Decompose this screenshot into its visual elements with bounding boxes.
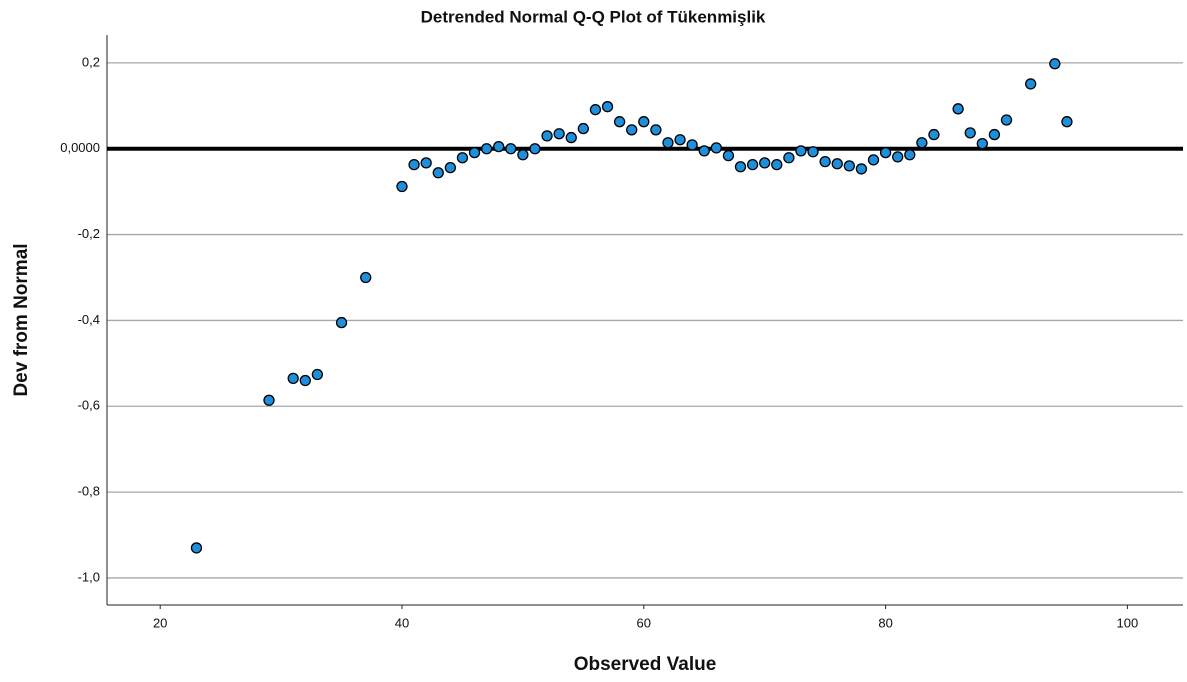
point (1000, 114, 1013, 126)
point (335, 316, 348, 329)
point (456, 152, 469, 164)
point (988, 128, 1001, 141)
point (674, 134, 686, 146)
point (746, 158, 759, 171)
x-tick-label: 100 (1117, 615, 1139, 630)
point (831, 158, 843, 170)
y-tick-label: -1,0 (78, 569, 100, 584)
point (420, 157, 432, 169)
point (263, 394, 275, 406)
point (734, 161, 747, 173)
point (360, 271, 372, 284)
point (480, 143, 493, 155)
point (589, 104, 602, 116)
point (855, 163, 868, 175)
y-tick-label: 0,0000 (60, 140, 100, 155)
x-axis-title: Observed Value (574, 654, 717, 675)
point (541, 130, 553, 142)
point (722, 149, 735, 162)
point (638, 116, 650, 128)
point (928, 128, 940, 141)
point (904, 149, 916, 161)
point (299, 374, 311, 387)
x-tick-label: 80 (878, 615, 892, 630)
point (952, 103, 964, 115)
point (819, 155, 831, 168)
point (493, 140, 505, 153)
point (577, 122, 589, 135)
point (771, 158, 783, 171)
y-tick-label: -0,4 (78, 312, 100, 327)
y-axis-title: Dev from Normal (11, 243, 32, 396)
point (783, 152, 795, 164)
point (408, 158, 420, 171)
point (759, 157, 771, 169)
point (1061, 116, 1073, 128)
point (505, 143, 517, 155)
chart-title: Detrended Normal Q-Q Plot of Tükenmişlik (421, 7, 766, 26)
point (601, 101, 614, 113)
point (1025, 78, 1037, 90)
point (1049, 58, 1061, 70)
point (976, 137, 988, 150)
point (553, 128, 565, 140)
point (964, 127, 976, 139)
point (879, 146, 892, 159)
point (190, 542, 203, 554)
point (843, 160, 855, 172)
point (626, 124, 638, 136)
y-tick-label: -0,8 (78, 484, 100, 499)
point (613, 116, 626, 128)
point (710, 142, 722, 154)
point (795, 145, 807, 157)
point (565, 131, 577, 144)
point (396, 180, 408, 193)
point (662, 137, 674, 149)
point (517, 149, 529, 161)
point (650, 124, 662, 136)
point (311, 368, 324, 381)
point (892, 151, 904, 163)
y-tick-label: -0,2 (78, 226, 100, 241)
point (867, 154, 880, 166)
point (444, 161, 457, 174)
point (698, 145, 710, 157)
y-tick-label: 0,2 (82, 54, 100, 69)
point (287, 372, 299, 385)
x-tick-label: 60 (637, 615, 651, 630)
point (916, 137, 928, 149)
point (807, 146, 819, 158)
point (468, 146, 481, 159)
point (529, 143, 541, 155)
x-tick-label: 20 (153, 615, 167, 630)
point (432, 167, 444, 179)
point (686, 139, 698, 151)
x-tick-label: 40 (395, 615, 409, 630)
y-tick-label: -0,6 (78, 398, 100, 413)
